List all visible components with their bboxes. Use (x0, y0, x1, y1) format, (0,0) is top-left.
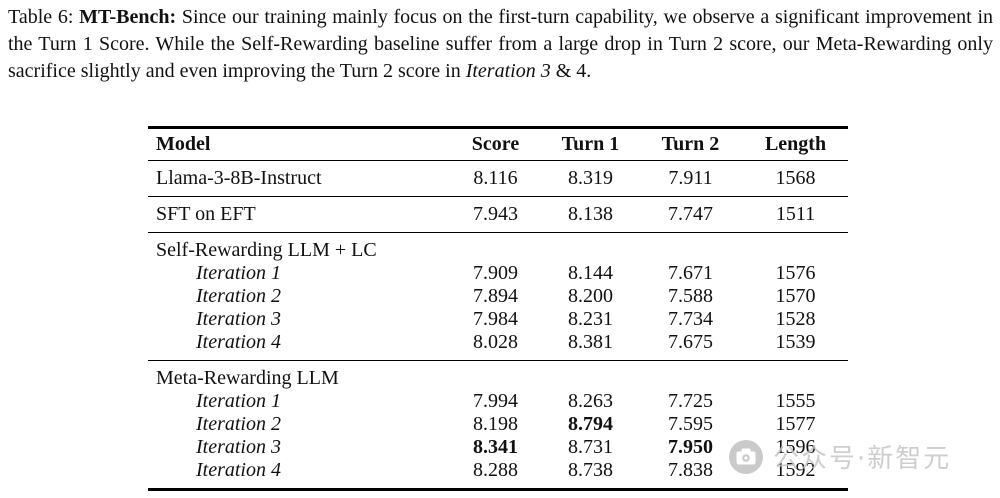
table-row: Iteration 1 7.994 8.263 7.725 1555 (148, 390, 848, 413)
model-cell: Iteration 1 (196, 262, 281, 284)
group-label: Meta-Rewarding LLM (148, 360, 848, 390)
paper-table-container: Model Score Turn 1 Turn 2 Length Llama-3-8B-… (148, 126, 848, 491)
value-cell: 8.731 (568, 436, 613, 458)
value-cell: 1570 (775, 285, 816, 307)
model-cell: Llama-3-8B-Instruct (156, 167, 322, 189)
table-body: Llama-3-8B-Instruct 8.116 8.319 7.911 1568 SF… (148, 161, 848, 490)
value-cell: 8.200 (568, 285, 613, 307)
model-cell: Iteration 3 (196, 308, 281, 330)
table-row: Iteration 2 7.894 8.200 7.588 1570 (148, 285, 848, 308)
caption-segment: MT-Bench: (79, 6, 182, 28)
group-row: Self-Rewarding LLM + LC (148, 232, 848, 262)
column-header-length: Length (743, 127, 848, 161)
value-cell: 8.231 (568, 308, 613, 330)
value-cell: 8.319 (568, 167, 613, 189)
value-cell: 7.588 (668, 285, 713, 307)
value-cell: 8.028 (473, 331, 518, 353)
value-cell: 8.198 (473, 413, 518, 435)
value-cell: 1539 (775, 331, 816, 353)
table-row: Iteration 3 8.341 8.731 7.950 1596 (148, 436, 848, 459)
value-cell: 7.911 (668, 167, 713, 189)
value-cell: 8.144 (568, 262, 613, 284)
value-cell: 1511 (743, 196, 848, 233)
value-cell: 7.943 (448, 196, 543, 233)
caption-segment: Since our training mainly focus on the f… (8, 6, 993, 82)
value-cell: 8.116 (473, 167, 518, 189)
caption-segment: & 4. (550, 60, 592, 82)
value-cell: 8.138 (543, 196, 638, 233)
table-header-row: Model Score Turn 1 Turn 2 Length (148, 127, 848, 161)
value-cell: 7.595 (668, 413, 713, 435)
value-cell: 7.734 (668, 308, 713, 330)
model-cell: Iteration 2 (196, 285, 281, 307)
value-cell: 7.671 (668, 262, 713, 284)
model-cell: Iteration 4 (196, 331, 281, 353)
table-row: Iteration 4 8.028 8.381 7.675 1539 (148, 331, 848, 361)
caption-segment: Iteration 3 (465, 60, 551, 82)
mt-bench-table: Model Score Turn 1 Turn 2 Length Llama-3-8B-… (148, 126, 848, 491)
table-row: Llama-3-8B-Instruct 8.116 8.319 7.911 1568 (148, 161, 848, 197)
model-cell: Iteration 2 (196, 413, 281, 435)
value-cell: 1596 (775, 436, 816, 458)
model-cell: Iteration 3 (196, 436, 281, 458)
value-cell: 7.894 (473, 285, 518, 307)
value-cell: 7.747 (638, 196, 743, 233)
value-cell: 7.909 (473, 262, 518, 284)
value-cell: 1592 (775, 459, 816, 481)
value-cell: 8.341 (473, 436, 518, 458)
value-cell: 1528 (775, 308, 816, 330)
caption-segment: Table 6: (8, 6, 80, 28)
value-cell: 1568 (775, 167, 816, 189)
value-cell: 8.738 (568, 459, 613, 481)
value-cell: 1555 (775, 390, 816, 412)
model-cell: Iteration 4 (196, 459, 281, 481)
value-cell: 8.794 (568, 413, 613, 435)
table-row: SFT on EFT 7.943 8.138 7.747 1511 (148, 196, 848, 233)
value-cell: 7.838 (668, 459, 713, 481)
model-cell: Iteration 1 (196, 390, 281, 412)
column-header-model: Model (148, 127, 448, 161)
table-caption: Table 6: MT-Bench: Since our training ma… (8, 4, 993, 85)
value-cell: 1576 (775, 262, 816, 284)
value-cell: 8.263 (568, 390, 613, 412)
model-cell: SFT on EFT (148, 196, 448, 233)
table-row: Iteration 3 7.984 8.231 7.734 1528 (148, 308, 848, 331)
value-cell: 7.725 (668, 390, 713, 412)
column-header-turn-2: Turn 2 (638, 127, 743, 161)
group-row: Meta-Rewarding LLM (148, 360, 848, 390)
table-row: Iteration 4 8.288 8.738 7.838 1592 (148, 459, 848, 490)
table-row: Iteration 1 7.909 8.144 7.671 1576 (148, 262, 848, 285)
value-cell: 7.994 (473, 390, 518, 412)
value-cell: 7.950 (668, 436, 713, 458)
value-cell: 7.675 (668, 331, 713, 353)
value-cell: 1577 (775, 413, 816, 435)
group-label: Self-Rewarding LLM + LC (148, 232, 848, 262)
value-cell: 8.381 (568, 331, 613, 353)
value-cell: 8.288 (473, 459, 518, 481)
column-header-turn-1: Turn 1 (543, 127, 638, 161)
table-row: Iteration 2 8.198 8.794 7.595 1577 (148, 413, 848, 436)
column-header-score: Score (448, 127, 543, 161)
value-cell: 7.984 (473, 308, 518, 330)
